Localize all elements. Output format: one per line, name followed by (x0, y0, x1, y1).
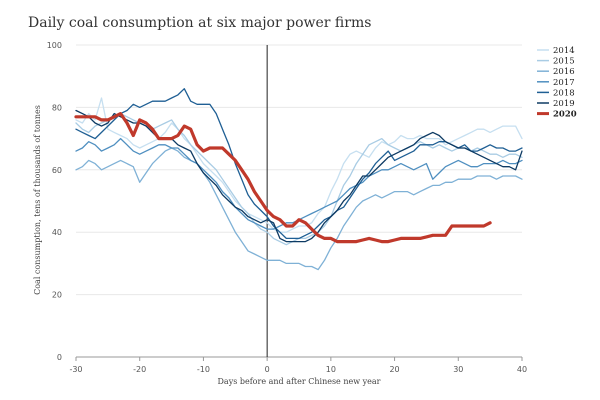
gridlines (76, 44, 522, 358)
y-tick-label: 0 (57, 353, 62, 362)
legend-label-2014: 2014 (553, 46, 575, 56)
legend-label-2020: 2020 (553, 110, 577, 120)
legend-label-2019: 2019 (553, 99, 575, 109)
series-line-2019 (75, 109, 523, 243)
x-tick-label: 20 (389, 365, 399, 374)
legend-label-2015: 2015 (553, 57, 575, 67)
legend-label-2016: 2016 (553, 67, 575, 77)
x-tick-label: -30 (69, 365, 82, 374)
x-tick-label: 10 (326, 365, 336, 374)
series-line-2014 (75, 97, 523, 233)
y-tick-label: 100 (47, 41, 62, 50)
series-line-2016 (75, 147, 523, 271)
series-line-2018 (75, 88, 523, 240)
legend-label-2017: 2017 (553, 78, 575, 88)
series-line-2017 (75, 137, 523, 230)
legend-label-2018: 2018 (553, 88, 575, 98)
y-tick-label: 60 (52, 166, 62, 175)
x-tick-label: 30 (453, 365, 463, 374)
y-tick-label: 20 (52, 291, 62, 300)
x-axis-label: Days before and after Chinese new year (218, 377, 381, 386)
x-tick-label: 0 (265, 365, 270, 374)
axes: 0 20 40 60 80 100 -30 -20 -10 0 10 20 30 40 (47, 41, 527, 374)
x-tick-label: 40 (517, 365, 527, 374)
chart-title: Daily coal consumption at six major powe… (28, 15, 371, 31)
y-tick-label: 80 (52, 103, 62, 112)
x-tick-label: -10 (197, 365, 210, 374)
y-tick-label: 40 (52, 228, 62, 237)
series-lines (74, 88, 523, 271)
series-line-2020 (74, 111, 492, 244)
y-axis-label: Coal consumption, tens of thousands of t… (33, 105, 42, 295)
x-tick-label: -20 (133, 365, 146, 374)
